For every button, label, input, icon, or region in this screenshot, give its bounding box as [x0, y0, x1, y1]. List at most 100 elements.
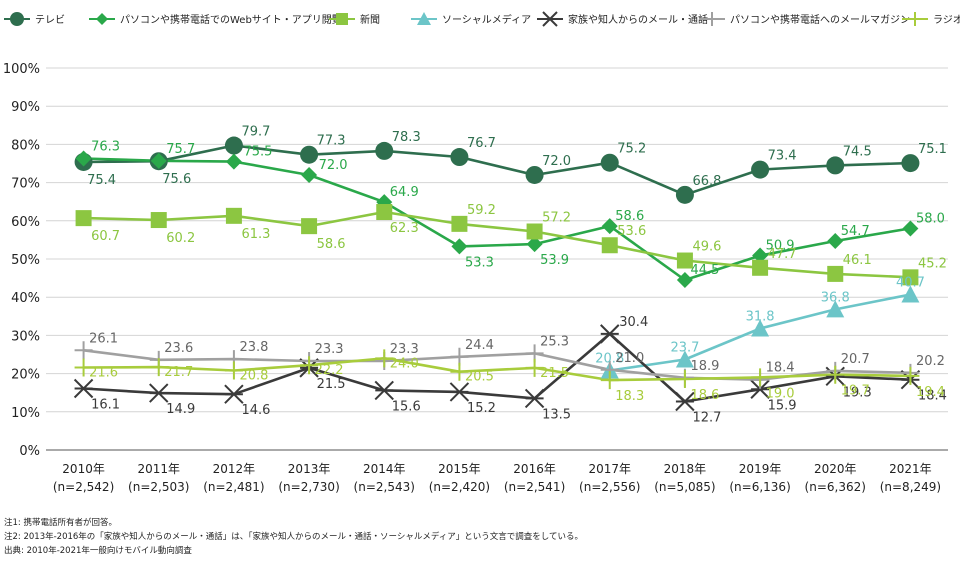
data-label: 21.0 — [615, 351, 644, 366]
data-point — [752, 247, 769, 264]
data-label: 75.1 — [918, 142, 947, 157]
data-point — [525, 358, 544, 377]
legend-label: 家族や知人からのメール・通話 — [568, 13, 708, 26]
x-tick-sample-size: (n=2,556) — [579, 480, 640, 494]
data-point — [524, 388, 545, 409]
data-point — [752, 259, 769, 276]
legend-label: テレビ — [35, 14, 65, 26]
x-tick-label: 2010年 — [62, 462, 105, 476]
data-point — [751, 160, 770, 179]
x-tick-label: 2016年 — [513, 462, 556, 476]
data-point — [526, 236, 543, 253]
data-label: 58.6 — [317, 237, 346, 252]
series-line — [83, 144, 911, 197]
x-tick-label: 2018年 — [664, 462, 707, 476]
data-label: 75.2 — [617, 142, 646, 157]
data-point — [75, 210, 92, 227]
data-label: 79.7 — [241, 125, 270, 140]
data-label: 59.2 — [467, 203, 496, 218]
data-point — [224, 136, 243, 155]
data-point — [750, 379, 770, 399]
data-label: 60.7 — [91, 229, 120, 244]
data-point — [376, 204, 393, 221]
data-label: 66.8 — [692, 174, 721, 189]
legend-label: パソコンや携帯電話へのメールマガジン — [730, 13, 910, 26]
data-label: 20.8 — [595, 352, 624, 367]
data-label: 21.5 — [317, 377, 346, 392]
data-point — [600, 153, 619, 172]
x-tick-label: 2015年 — [438, 462, 481, 476]
legend-marker — [336, 13, 348, 25]
data-point — [375, 141, 394, 160]
data-point — [902, 220, 919, 237]
data-point — [676, 252, 693, 269]
data-label: 18.6 — [690, 388, 719, 403]
data-label: 31.8 — [746, 310, 775, 325]
y-tick-label: 40% — [11, 291, 40, 306]
data-point — [225, 153, 242, 170]
x-tick-sample-size: (n=5,085) — [654, 480, 715, 494]
data-point — [225, 207, 242, 224]
data-point — [150, 152, 167, 169]
data-point — [902, 269, 919, 286]
data-label: 20.7 — [841, 352, 870, 367]
x-tick-sample-size: (n=2,730) — [278, 480, 339, 494]
data-label: 53.3 — [465, 255, 494, 270]
data-label: 75.4 — [87, 173, 116, 188]
data-label: 16.1 — [91, 397, 120, 412]
data-label: 18.9 — [690, 359, 719, 374]
data-point — [826, 156, 845, 175]
data-label: 54.7 — [841, 224, 870, 239]
data-label: 75.7 — [166, 142, 195, 157]
data-label: 64.9 — [390, 185, 419, 200]
data-label: 19.4 — [916, 385, 945, 400]
y-tick-label: 100% — [3, 62, 40, 77]
data-label: 30.4 — [619, 315, 648, 330]
series-line — [83, 332, 911, 403]
data-label: 72.0 — [542, 154, 571, 169]
data-label: 22.2 — [315, 363, 344, 378]
data-label: 20.8 — [239, 369, 268, 384]
data-point — [450, 362, 469, 381]
data-label: 13.5 — [542, 407, 571, 422]
data-label: 19.0 — [766, 386, 795, 401]
data-point — [676, 272, 693, 289]
notes: 注1: 携帯電話所有者が回答。 注2: 2013年-2016年の「家族や知人から… — [4, 516, 583, 558]
data-label: 73.4 — [768, 149, 797, 164]
data-label: 78.3 — [392, 130, 421, 145]
x-tick-label: 2014年 — [363, 462, 406, 476]
data-label: 24.0 — [390, 356, 419, 371]
data-label: 23.3 — [315, 342, 344, 357]
data-point — [224, 384, 244, 404]
data-point — [300, 356, 319, 375]
data-point — [74, 341, 93, 360]
data-point — [675, 391, 695, 412]
data-label: 14.6 — [241, 403, 270, 418]
x-tick-label: 2021年 — [889, 462, 932, 476]
data-label: 21.5 — [540, 366, 569, 381]
data-label: 40.7 — [896, 276, 925, 291]
data-point — [149, 383, 169, 403]
data-label: 24.4 — [465, 338, 494, 353]
data-label: 23.7 — [670, 340, 699, 355]
note-2: 注2: 2013年-2016年の「家族や知人からのメール・通話」は、「家族や知人… — [4, 532, 584, 542]
data-point — [451, 238, 468, 255]
data-label: 57.2 — [542, 210, 571, 225]
data-point — [525, 165, 544, 184]
data-label: 76.7 — [467, 136, 496, 151]
data-point — [375, 349, 394, 368]
data-label: 45.2 — [918, 256, 947, 271]
legend-marker — [10, 12, 24, 26]
data-label: 74.5 — [843, 144, 872, 159]
legend-label: ソーシャルメディア — [442, 13, 531, 26]
x-tick-sample-size: (n=6,362) — [805, 480, 866, 494]
data-label: 58.6 — [615, 209, 644, 224]
data-point — [675, 185, 694, 204]
data-point — [300, 145, 319, 164]
data-label: 20.2 — [916, 354, 945, 369]
x-tick-label: 2013年 — [288, 462, 331, 476]
note-source: 出典: 2010年-2021年一般向けモバイル動向調査 — [4, 546, 192, 556]
data-label: 20.5 — [465, 370, 494, 385]
data-label: 21.6 — [89, 365, 118, 380]
data-label: 76.3 — [91, 140, 120, 155]
